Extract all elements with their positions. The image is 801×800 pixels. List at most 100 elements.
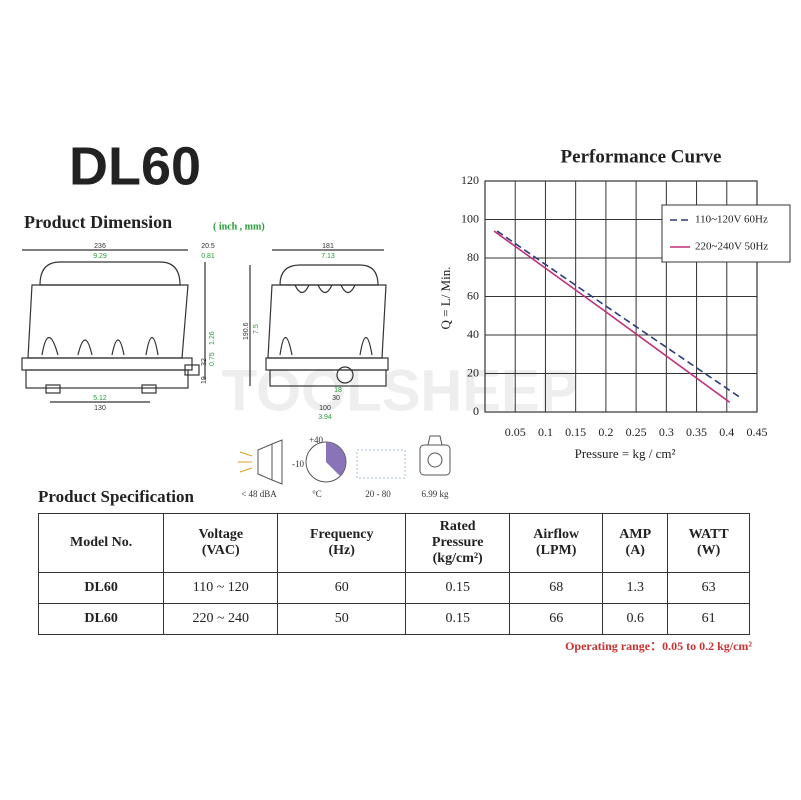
dim-label: 19 — [201, 376, 208, 384]
series-line — [493, 230, 731, 404]
header-cell: Airflow (LPM) — [509, 513, 604, 573]
header-text: Pressure — [431, 535, 484, 550]
x-axis-label: Pressure = kg / cm² — [575, 446, 676, 461]
table-row: DL60 110 ~ 120 60 0.15 68 1.3 63 — [37, 572, 750, 604]
header-cell: Voltage (VAC) — [163, 513, 279, 573]
icon-label: °C — [312, 489, 322, 499]
dim-label: 1.26 — [209, 331, 216, 345]
dim-label: 3.94 — [318, 414, 332, 421]
legend-label: 110~120V 60Hz — [695, 214, 768, 226]
section-title: Product Specification — [38, 487, 195, 506]
y-tick-label: 80 — [467, 250, 479, 264]
y-tick-label: 100 — [461, 211, 479, 225]
header-text: Rated — [439, 519, 476, 534]
header-text: Airflow — [533, 527, 580, 542]
icon-label: +40 — [309, 435, 324, 445]
x-tick-label: 0.4 — [719, 425, 734, 439]
x-tick-label: 0.15 — [565, 425, 586, 439]
spec-table: Model No. Voltage (VAC) Frequency (Hz) Rated P… — [37, 513, 750, 635]
dim-label: 100 — [319, 405, 331, 412]
header-text: (W) — [697, 543, 721, 558]
icon-label: 6.99 kg — [422, 489, 450, 499]
header-cell: Model No. — [37, 513, 165, 573]
y-axis-label: Q = L/ Min. — [438, 267, 453, 330]
header-cell: WATT (W) — [667, 513, 750, 573]
icon-label: -10 — [292, 459, 304, 469]
header-text: (A) — [625, 543, 645, 558]
x-tick-label: 0.35 — [686, 425, 707, 439]
icons — [238, 435, 451, 485]
series-line — [496, 230, 740, 398]
x-tick-label: 0.05 — [505, 425, 526, 439]
table-cell: 0.15 — [405, 572, 511, 604]
table-cell: 220 ~ 240 — [163, 603, 279, 635]
header-text: WATT — [688, 527, 729, 542]
watermark: TOOLSHEEP — [222, 358, 579, 423]
legend-label: 220~240V 50Hz — [695, 241, 768, 253]
dimension-labels: 236 9.29 20.5 0.81 1.26 32 0.75 19 5.12 … — [93, 243, 342, 421]
dim-label: 130 — [94, 405, 106, 412]
table-cell: 68 — [509, 572, 604, 604]
chart: 0 20 40 60 80 100 120 0.05 0.1 0.15 0.2 0.25 0.3 0.35… — [461, 173, 791, 439]
dim-label: 18 — [334, 387, 342, 394]
header-text: Model No. — [70, 535, 133, 550]
dim-label: 0.75 — [209, 352, 216, 366]
dim-label: 30 — [332, 395, 340, 402]
operating-note: Operating range：0.05 to 0.2 kg/cm² — [565, 639, 752, 653]
front-view — [21, 249, 206, 403]
x-tick-label: 0.2 — [598, 425, 613, 439]
table-cell: 110 ~ 120 — [163, 572, 279, 604]
table-cell: 60 — [277, 572, 407, 604]
table-cell: DL60 — [37, 603, 165, 635]
table-row: DL60 220 ~ 240 50 0.15 66 0.6 61 — [37, 603, 750, 635]
table-cell: 0.15 — [405, 603, 511, 635]
dim-label: 7.5 — [253, 324, 260, 334]
header-text: Voltage — [198, 527, 244, 542]
dim-label: 9.29 — [93, 253, 107, 260]
header-cell: Frequency (Hz) — [277, 513, 407, 573]
dim-label: 0.81 — [201, 253, 215, 260]
x-tick-label: 0.25 — [626, 425, 647, 439]
y-tick-label: 120 — [461, 173, 479, 187]
table-cell: 61 — [667, 603, 750, 635]
dim-label: 7.13 — [321, 253, 335, 260]
side-view — [249, 249, 389, 387]
table-cell: 0.6 — [602, 603, 669, 635]
plot-frame — [484, 180, 758, 413]
header-cell: AMP (A) — [602, 513, 669, 573]
chart-title: Performance Curve — [561, 146, 722, 167]
y-tick-label: 60 — [467, 288, 479, 302]
dim-label: 20.5 — [201, 243, 215, 250]
x-tick-label: 0.45 — [747, 425, 768, 439]
y-tick-label: 20 — [467, 365, 479, 379]
legend-box — [661, 204, 791, 263]
header-row: Model No. Voltage (VAC) Frequency (Hz) Rated P… — [37, 513, 750, 573]
header-cell: Rated Pressure (kg/cm²) — [405, 513, 511, 573]
dim-label: 236 — [94, 243, 106, 250]
x-tick-label: 0.3 — [659, 425, 674, 439]
header-text: AMP — [619, 527, 652, 542]
product-title: DL60 — [69, 136, 201, 196]
header-text: (LPM) — [536, 543, 577, 558]
y-tick-label: 0 — [473, 404, 479, 418]
header-text: (Hz) — [328, 543, 355, 558]
icon-label: < 48 dBA — [241, 489, 277, 499]
dim-label: 190.6 — [243, 322, 250, 340]
table-cell: 66 — [509, 603, 604, 635]
unit-note: ( inch , mm) — [213, 221, 265, 232]
icon-label: 20 - 80 — [365, 489, 391, 499]
table-cell: 50 — [277, 603, 407, 635]
table-cell: DL60 — [37, 572, 165, 604]
table-cell: 1.3 — [602, 572, 669, 604]
y-tick-label: 40 — [467, 327, 479, 341]
header-text: (kg/cm²) — [432, 551, 483, 566]
x-tick-label: 0.1 — [538, 425, 553, 439]
dim-label: 5.12 — [93, 395, 107, 402]
header-text: (VAC) — [201, 543, 240, 558]
section-title: Product Dimension — [24, 212, 172, 232]
table-body: DL60 110 ~ 120 60 0.15 68 1.3 63 DL60 220 ~ 240 5… — [37, 572, 750, 635]
dim-label: 181 — [322, 243, 334, 250]
header-text: Frequency — [309, 527, 374, 542]
